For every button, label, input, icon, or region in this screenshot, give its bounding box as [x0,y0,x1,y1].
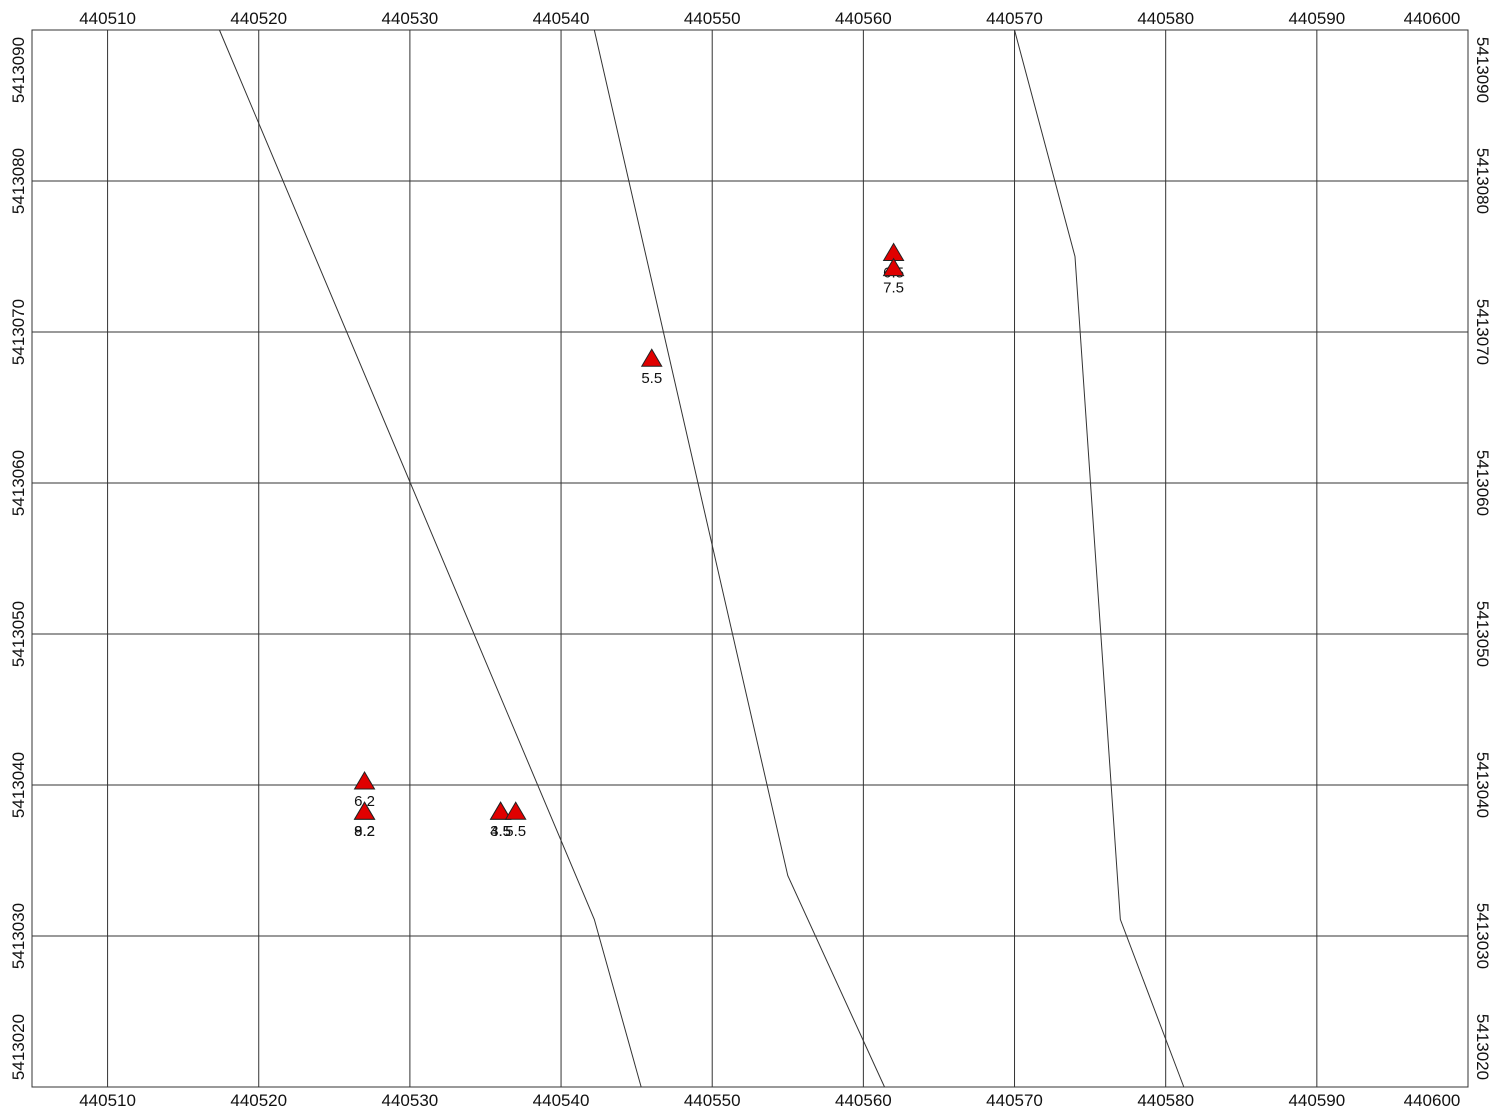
point-label: 9.2 [354,823,375,840]
x-tick-label: 440530 [382,9,439,28]
y-tick-label: 5413040 [1473,752,1492,818]
x-tick-label: 440600 [1404,9,1461,28]
y-tick-label: 5413030 [9,903,28,969]
x-tick-label: 440580 [1137,9,1194,28]
point-label: 8.2 [354,823,375,840]
x-tick-label: 440520 [230,9,287,28]
point-label: 3.5 [490,823,511,840]
point-marker [353,771,376,790]
point-marker [489,801,512,820]
y-tick-label: 5413040 [9,752,28,818]
x-tick-label: 440550 [684,9,741,28]
point-marker [504,801,527,820]
point-label: 5.5 [641,370,662,387]
x-tick-label: 440590 [1288,9,1345,28]
line-feature [593,29,885,1088]
x-tick-label: 440600 [1404,1091,1461,1110]
y-tick-label: 5413060 [9,450,28,516]
y-tick-label: 5413020 [9,1014,28,1080]
point-marker [640,348,663,367]
x-tick-label: 440560 [835,9,892,28]
y-tick-label: 5413090 [9,37,28,103]
x-tick-label: 440570 [986,1091,1043,1110]
y-tick-label: 5413080 [9,148,28,214]
point-marker [882,257,905,277]
x-tick-label: 440520 [230,1091,287,1110]
point-label: 5.5 [505,823,526,840]
y-tick-label: 5413050 [9,601,28,667]
y-tick-label: 5413090 [1473,37,1492,103]
y-tick-label: 5413050 [1473,601,1492,667]
x-tick-label: 440510 [79,1091,136,1110]
x-tick-label: 440540 [533,9,590,28]
plot-frame [31,29,1469,1088]
x-tick-label: 440560 [835,1091,892,1110]
point-label: 7.5 [883,280,904,297]
x-tick-label: 440510 [79,9,136,28]
y-tick-label: 5413020 [1473,1014,1492,1080]
x-tick-label: 440580 [1137,1091,1194,1110]
point-marker [353,801,376,820]
x-tick-label: 440530 [382,1091,439,1110]
line-feature [218,29,642,1088]
point-label: 4.5 [490,823,511,840]
x-tick-label: 440550 [684,1091,741,1110]
line-feature [1014,29,1185,1088]
x-tick-label: 440590 [1288,1091,1345,1110]
y-tick-label: 5413060 [1473,450,1492,516]
y-tick-label: 5413030 [1473,903,1492,969]
y-tick-label: 5413070 [1473,299,1492,365]
y-tick-label: 5413070 [9,299,28,365]
x-tick-label: 440570 [986,9,1043,28]
x-tick-label: 440540 [533,1091,590,1110]
y-tick-label: 5413080 [1473,148,1492,214]
